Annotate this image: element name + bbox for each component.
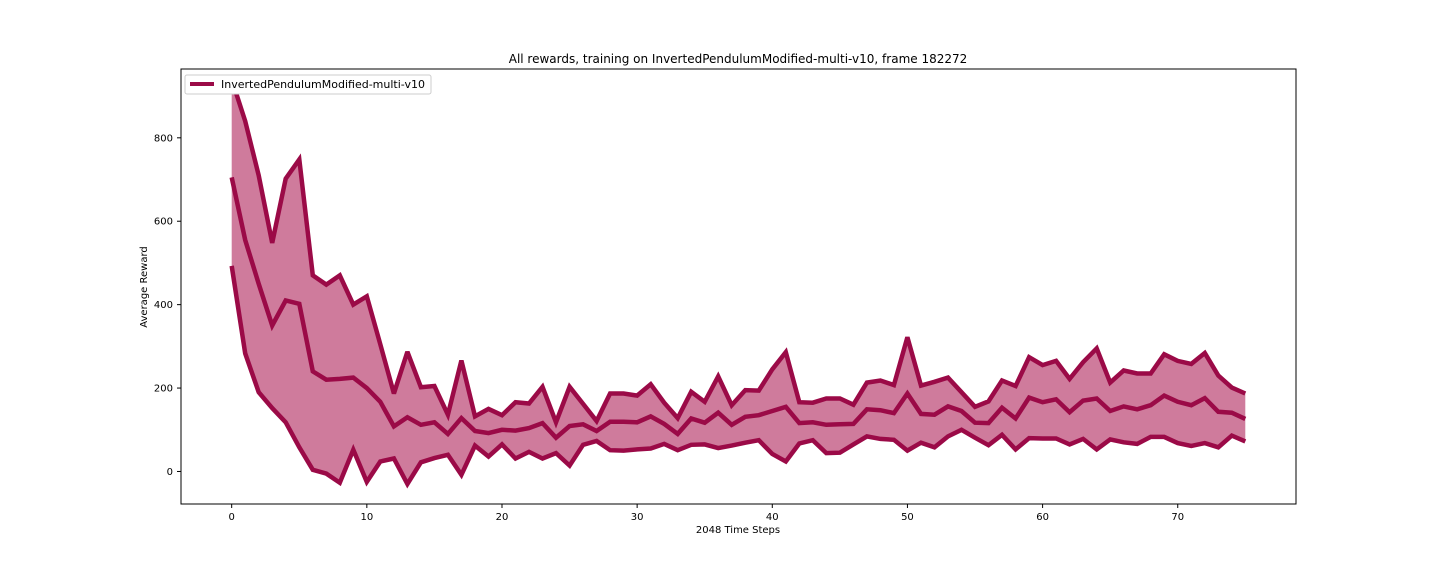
plot-frame bbox=[180, 68, 1297, 505]
series-line-lower bbox=[229, 265, 1247, 489]
legend: InvertedPendulumModified-multi-v10 bbox=[184, 74, 432, 95]
x-axis-label: 2048 Time Steps bbox=[696, 525, 780, 536]
x-tick-label: 50 bbox=[901, 512, 914, 523]
legend-label: InvertedPendulumModified-multi-v10 bbox=[221, 78, 425, 91]
y-tick-label: 800 bbox=[154, 133, 173, 144]
y-tick-label: 200 bbox=[154, 384, 173, 395]
x-tick-label: 0 bbox=[228, 512, 234, 523]
x-tick-label: 10 bbox=[360, 512, 373, 523]
x-tick-label: 20 bbox=[496, 512, 509, 523]
y-tick-label: 600 bbox=[154, 217, 173, 228]
plot-area bbox=[229, 78, 1247, 489]
series-line-upper bbox=[229, 78, 1247, 429]
x-tick-label: 70 bbox=[1171, 512, 1184, 523]
x-tick-label: 40 bbox=[766, 512, 779, 523]
legend-box bbox=[184, 74, 432, 95]
x-tick-label: 30 bbox=[631, 512, 644, 523]
y-axis-label: Average Reward bbox=[139, 246, 150, 327]
series-line-mean bbox=[229, 176, 1247, 441]
x-tick-label: 60 bbox=[1036, 512, 1049, 523]
y-tick-label: 0 bbox=[167, 467, 173, 478]
y-tick-label: 400 bbox=[154, 300, 173, 311]
chart-title: All rewards, training on InvertedPendulu… bbox=[509, 52, 968, 66]
axes: 0 10 20 30 40 50 60 70 0 200 400 600 800 bbox=[154, 68, 1297, 523]
series-band-fill bbox=[231, 79, 1246, 485]
